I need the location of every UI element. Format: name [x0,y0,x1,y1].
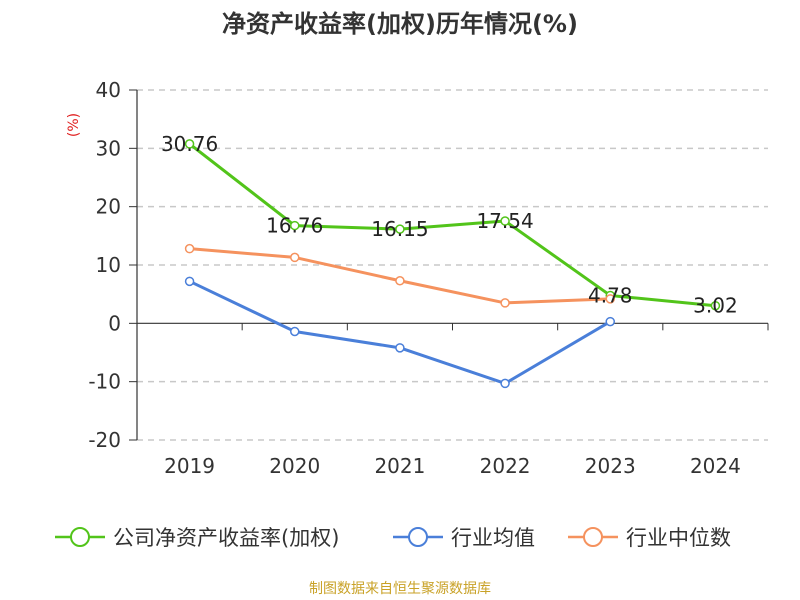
data-point [605,294,615,304]
legend-item-0[interactable]: 公司净资产收益率(加权) [55,526,339,550]
x-tick-label: 2019 [164,454,215,478]
legend-label: 行业中位数 [626,526,731,550]
data-label: 17.54 [476,209,533,233]
x-tick-label: 2020 [269,454,320,478]
y-tick-label: 20 [96,195,121,219]
y-tick-label: 0 [108,311,121,335]
chart-title: 净资产收益率(加权)历年情况(%) [222,10,578,38]
axes: 40 30 20 10 0 -10 -20 2019 2020 2021 2022 2023 2024 (… [66,78,769,478]
data-label: 30.76 [161,132,218,156]
y-tick-label: 10 [96,253,121,277]
y-axis-unit: (%) [66,113,82,137]
series-line-2 [189,247,611,305]
x-tick-label: 2021 [374,454,425,478]
data-point [395,224,405,234]
data-label: 16.15 [371,217,428,241]
data-point [710,300,721,311]
legend[interactable]: 公司净资产收益率(加权) 行业均值 行业中位数 [55,526,731,550]
x-tick-label: 2024 [690,454,741,478]
y-tick-label: 30 [96,136,121,160]
data-point [290,220,300,231]
data-point [184,276,195,287]
legend-label: 行业均值 [451,526,535,550]
x-tick-label: 2023 [585,454,636,478]
series-line-1 [188,279,612,385]
y-tick-label: -20 [88,428,121,452]
data-label: 3.02 [693,294,738,318]
data-point [605,316,615,327]
legend-item-1[interactable]: 行业均值 [393,526,535,550]
data-label: 4.78 [588,283,633,307]
x-tick-label: 2022 [480,454,531,478]
legend-item-2[interactable]: 行业中位数 [568,526,731,550]
legend-swatch-marker [583,527,603,547]
data-point [290,252,300,263]
data-point [500,378,510,389]
data-point [184,243,195,254]
legend-swatch-marker [70,527,90,547]
data-label: 16.76 [266,214,323,238]
data-labels: 30.76 16.76 16.15 17.54 4.78 3.02 [161,132,738,318]
data-point [395,276,405,286]
legend-label: 公司净资产收益率(加权) [113,526,339,550]
source-note: 制图数据来自恒生聚源数据库 [309,581,491,597]
grid-lines [137,89,768,441]
data-point [500,298,510,308]
data-point [395,343,405,353]
data-point [290,326,300,337]
data-point [184,139,195,149]
legend-swatch-marker [408,527,428,547]
series-lines [184,139,721,389]
y-tick-label: -10 [88,370,121,394]
series-line-0 [188,142,716,308]
data-point [500,216,510,226]
y-tick-label: 40 [96,78,121,102]
